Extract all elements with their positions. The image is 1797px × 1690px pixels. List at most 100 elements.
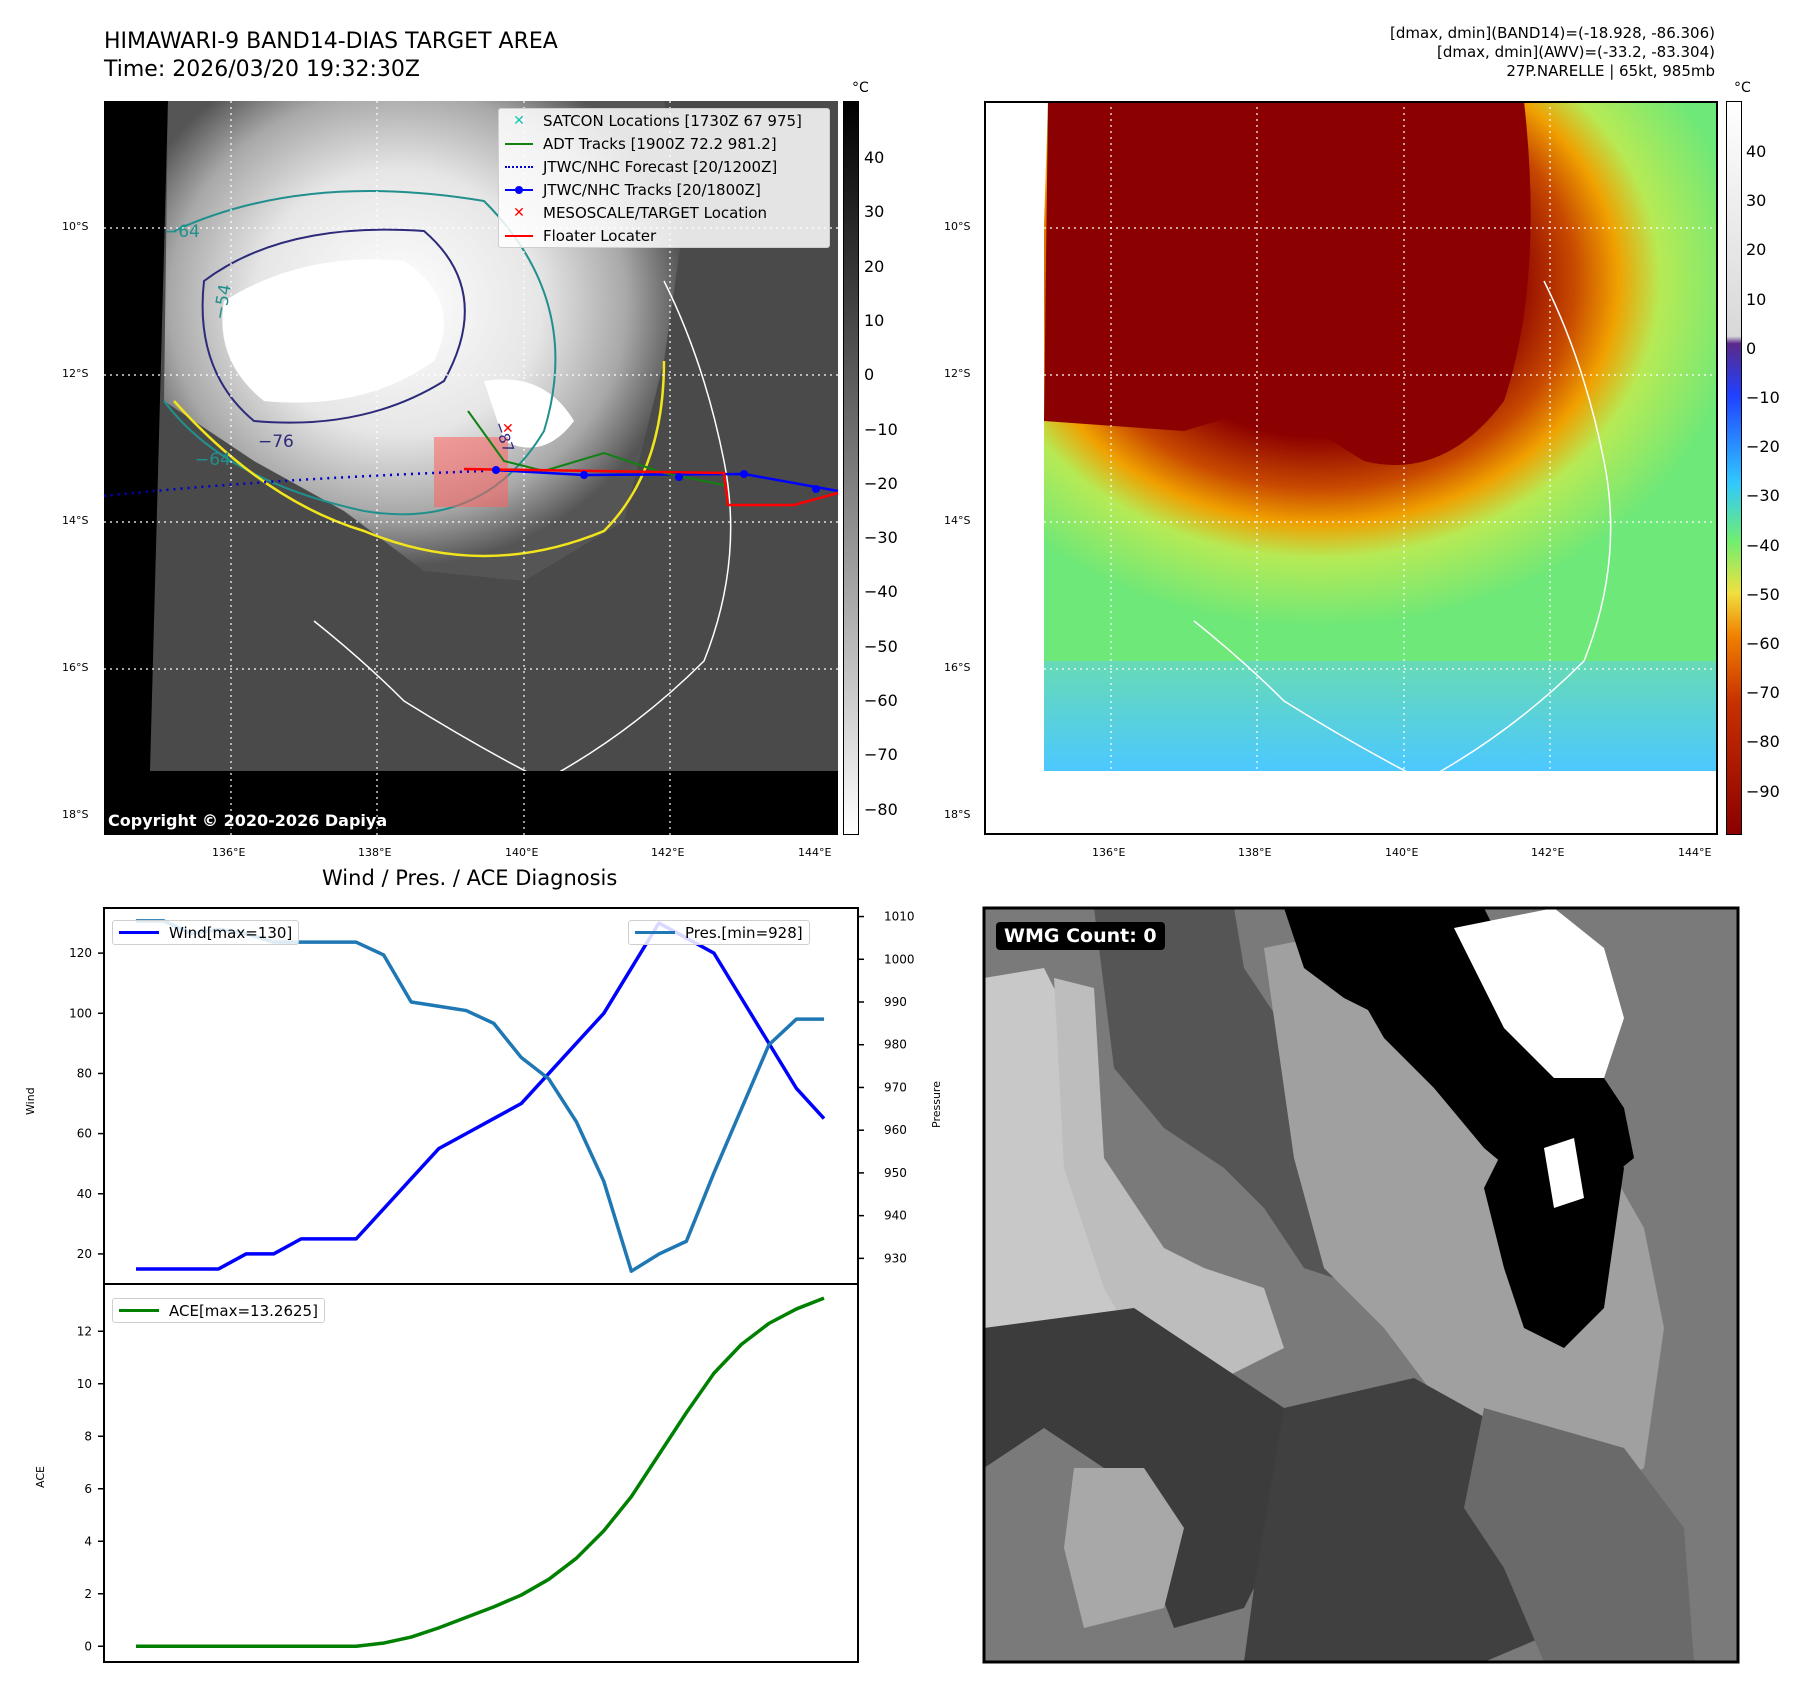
lat-tick-label: 10°S (62, 220, 89, 233)
colorbar-tick-label: −60 (1746, 634, 1780, 653)
lat-tick-label: 14°S (62, 514, 89, 527)
x-marker-icon: ✕ (513, 112, 525, 129)
pressure-axis-tick-label: 980 (884, 1038, 907, 1052)
pres-legend: Pres.[min=928] (628, 920, 810, 945)
colorbar-tick-label: 40 (1746, 142, 1767, 161)
contour-label: −64 (164, 222, 200, 242)
figure-title-line2: Time: 2026/03/20 19:32:30Z (104, 57, 420, 82)
wind-pres-axes-frame (103, 907, 859, 1285)
colorbar-tick-label: −30 (864, 528, 898, 548)
legend-entry-tracks: JTWC/NHC Tracks [20/1800Z] (499, 178, 829, 201)
lat-tick-label: 10°S (944, 220, 971, 233)
lat-tick-label: 16°S (62, 661, 89, 674)
wind-axis-tick-label: 80 (77, 1066, 92, 1080)
line-marker-icon (505, 142, 533, 145)
colorbar-tick-label: 0 (864, 365, 875, 385)
lon-tick-label: 144°E (798, 846, 832, 859)
colorbar-tick-label: −20 (1746, 437, 1780, 457)
lat-tick-label: 14°S (944, 514, 971, 527)
pres-line-icon (635, 931, 675, 934)
colorbar-tick-label: −50 (864, 636, 898, 656)
figure-title-line1: HIMAWARI-9 BAND14-DIAS TARGET AREA (104, 29, 558, 54)
lon-tick-label: 140°E (1385, 846, 1419, 859)
legend-entry-floater: Floater Locater (499, 224, 829, 247)
copyright-text: Copyright © 2020-2026 Dapiya (108, 811, 388, 830)
dmax-awv-text: [dmax, dmin](AWV)=(-33.2, -83.304) (1436, 43, 1715, 61)
pressure-axis-tick-label: 930 (884, 1251, 907, 1265)
ir-map-gridlines: ✕ (103, 101, 839, 835)
lat-tick-label: 18°S (944, 808, 971, 821)
wind-axis-tick-label: 120 (69, 946, 92, 960)
colorbar-tick-label: −60 (864, 691, 898, 710)
color-colorbar-unit: °C (1734, 80, 1751, 96)
colorbar-tick-label: −50 (1746, 584, 1780, 604)
wind-axis-tick-label: 60 (77, 1127, 92, 1141)
lat-tick-label: 12°S (62, 367, 89, 380)
lon-tick-label: 140°E (505, 846, 539, 859)
storm-info-text: 27P.NARELLE | 65kt, 985mb (1506, 62, 1715, 80)
colorbar-tick-label: −80 (864, 799, 898, 819)
color-map-frame (984, 101, 1718, 835)
line-dot-marker-icon (505, 185, 533, 194)
ace-axis-label: ACE (34, 1466, 47, 1488)
pressure-axis-tick-label: 970 (884, 1080, 907, 1094)
ace-axis-tick-label: 4 (84, 1534, 92, 1548)
ir-map-legend: ✕ SATCON Locations [1730Z 67 975] ADT Tra… (498, 108, 830, 248)
colorbar-tick-label: 10 (1746, 289, 1767, 309)
lon-tick-label: 142°E (651, 846, 685, 859)
ace-axis-tick-label: 0 (84, 1639, 92, 1653)
lon-tick-label: 138°E (1238, 846, 1272, 859)
lat-tick-label: 18°S (62, 808, 89, 821)
colorbar-tick-label: −70 (1746, 683, 1780, 703)
wmg-image (982, 906, 1740, 1664)
dotted-marker-icon (505, 165, 533, 168)
colorbar-tick-label: −40 (864, 582, 898, 602)
colorbar-tick-label: 10 (864, 310, 885, 330)
lon-tick-label: 136°E (1092, 846, 1126, 859)
contour-label: −64 (195, 450, 231, 470)
pressure-axis-tick-label: 960 (884, 1123, 907, 1137)
diag-title: Wind / Pres. / ACE Diagnosis (322, 866, 618, 890)
legend-entry-satcon: ✕ SATCON Locations [1730Z 67 975] (499, 109, 829, 132)
ace-axis-tick-label: 10 (77, 1377, 92, 1391)
ace-series-line (136, 1296, 825, 1648)
dmax-band14-text: [dmax, dmin](BAND14)=(-18.928, -86.306) (1390, 24, 1715, 42)
wind-axis-tick-label: 40 (77, 1187, 92, 1201)
colorbar-tick-label: 20 (864, 256, 885, 276)
ace-axes-frame (103, 1283, 859, 1663)
ace-axis-tick-label: 12 (77, 1324, 92, 1338)
pressure-axis-tick-label: 1010 (884, 910, 915, 924)
wind-axis-label: Wind (24, 1087, 37, 1115)
colorbar-tick-label: −30 (1746, 486, 1780, 506)
ir-colorbar (843, 101, 859, 835)
svg-text:✕: ✕ (502, 421, 514, 437)
pressure-axis-tick-label: 950 (884, 1166, 907, 1180)
colorbar-tick-label: 0 (1746, 338, 1757, 358)
wind-legend: Wind[max=130] (112, 920, 300, 945)
ir-colorbar-unit: °C (852, 80, 869, 96)
pressure-axis-tick-label: 990 (884, 995, 907, 1009)
lon-tick-label: 142°E (1531, 846, 1565, 859)
wind-axis-tick-label: 20 (77, 1247, 92, 1261)
wind-line-icon (119, 931, 159, 934)
colorbar-tick-label: −90 (1746, 781, 1780, 801)
pressure-series-line (136, 919, 824, 1273)
ace-axis-tick-label: 8 (84, 1429, 92, 1443)
ace-axis-tick-label: 2 (84, 1587, 92, 1601)
colorbar-tick-label: −40 (1746, 535, 1780, 555)
colorbar-tick-label: −10 (1746, 388, 1780, 407)
legend-entry-target: ✕ MESOSCALE/TARGET Location (499, 201, 829, 224)
wmg-count-badge: WMG Count: 0 (996, 922, 1165, 950)
ir-map-image (104, 101, 838, 835)
contour-label: −76 (258, 432, 294, 452)
lat-tick-label: 16°S (944, 661, 971, 674)
colorbar-tick-label: −70 (864, 745, 898, 765)
ace-line-icon (119, 1309, 159, 1312)
colorbar-tick-label: −20 (864, 473, 898, 493)
lat-tick-label: 12°S (944, 367, 971, 380)
ace-legend: ACE[max=13.2625] (112, 1298, 325, 1323)
colorbar-tick-label: 30 (864, 202, 885, 222)
lon-tick-label: 138°E (358, 846, 392, 859)
lon-tick-label: 136°E (212, 846, 246, 859)
line-marker-icon (505, 234, 533, 237)
